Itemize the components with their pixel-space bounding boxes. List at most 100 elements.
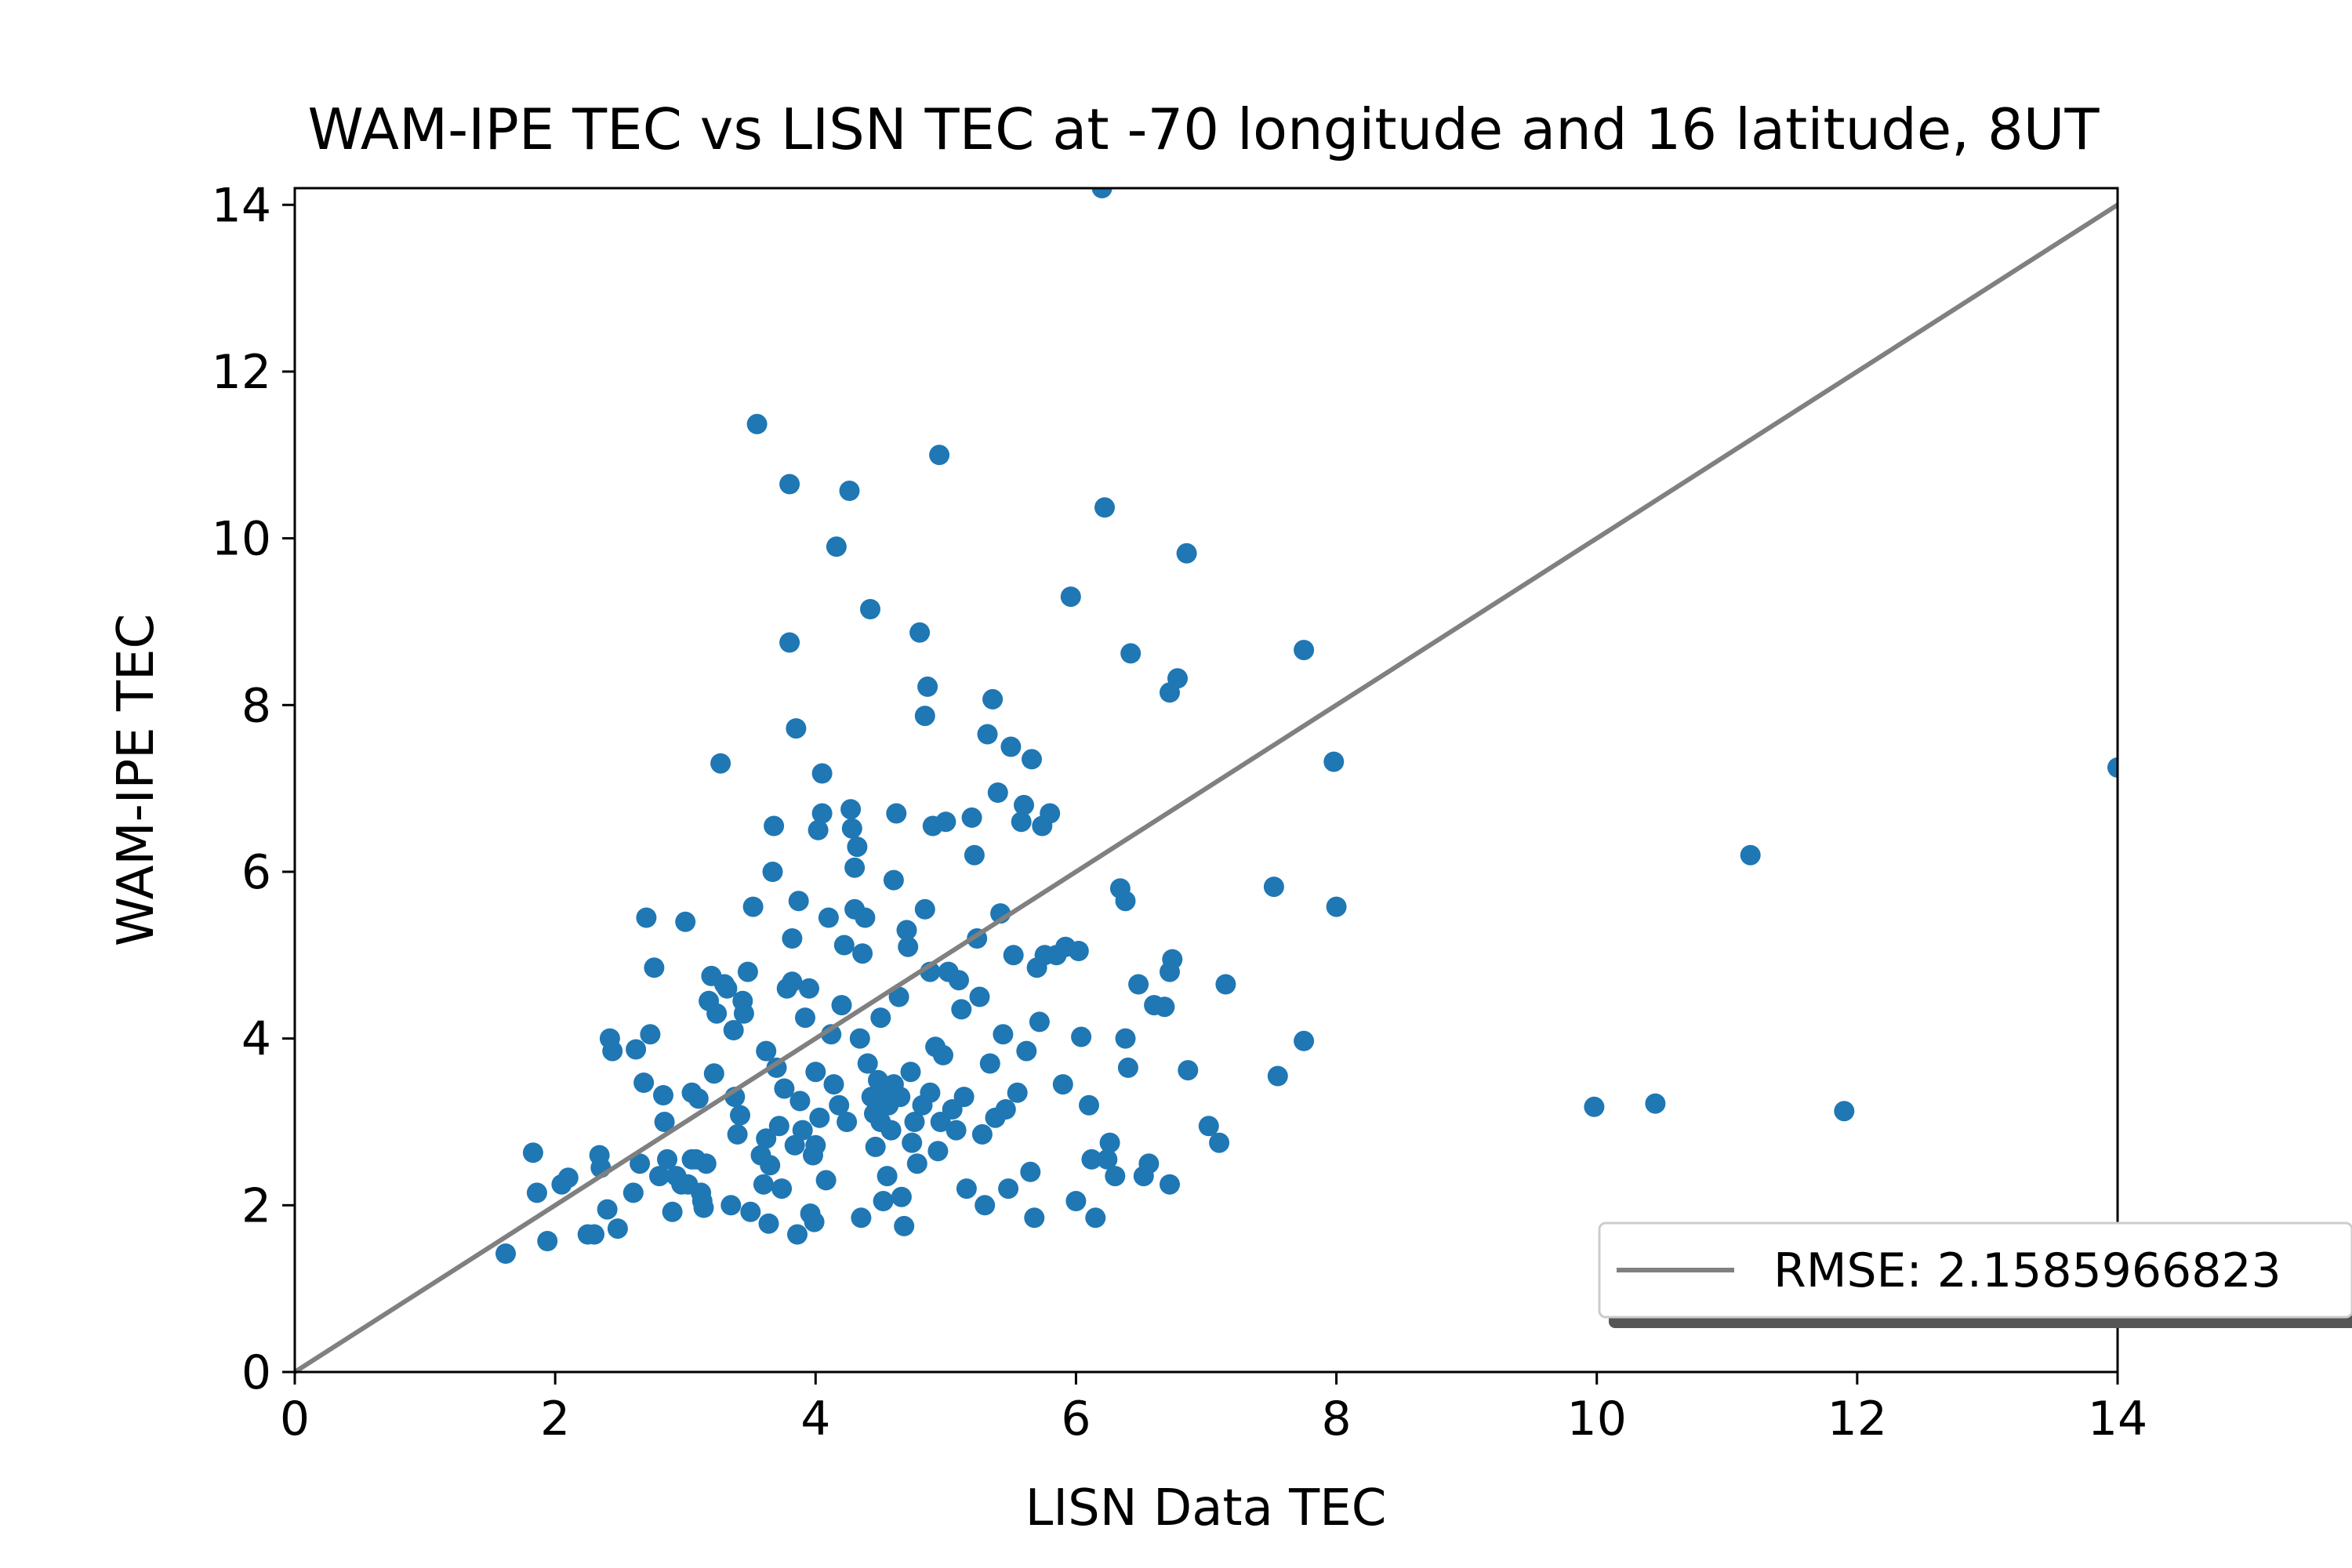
data-point [805, 1134, 826, 1156]
data-point [764, 815, 785, 837]
data-point [1052, 1074, 1073, 1095]
y-axis-label: WAM-IPE TEC [107, 614, 165, 946]
data-point [522, 1142, 543, 1163]
data-point [880, 1120, 902, 1141]
y-tick-label: 14 [212, 178, 271, 233]
data-point [717, 978, 738, 999]
data-point [852, 943, 873, 964]
data-point [1065, 1191, 1087, 1211]
data-point [935, 811, 956, 833]
data-point [633, 1073, 655, 1093]
data-point [557, 1167, 579, 1189]
data-point [1068, 941, 1089, 961]
data-point [831, 995, 852, 1016]
data-point [740, 1201, 761, 1222]
data-point [805, 1062, 826, 1083]
data-point [622, 1182, 644, 1203]
data-point [1584, 1096, 1605, 1117]
data-point [602, 1040, 623, 1062]
data-point [979, 1053, 1000, 1074]
data-point [886, 803, 907, 824]
data-point [597, 1199, 618, 1220]
data-point [855, 907, 876, 928]
data-point [720, 1195, 742, 1216]
data-point [1120, 643, 1142, 664]
reference-line-layer [293, 202, 2119, 1374]
data-point [953, 1087, 975, 1108]
data-point [730, 1105, 750, 1126]
data-point [688, 1088, 709, 1109]
data-point [1117, 1057, 1138, 1078]
x-tick-label: 14 [2088, 1392, 2147, 1446]
data-point [662, 1201, 683, 1222]
data-point [774, 1078, 795, 1099]
data-point [998, 1178, 1019, 1200]
data-point [851, 1207, 872, 1229]
x-axis: 0 2 4 6 8 10 12 14 [280, 1372, 2147, 1446]
data-point [1154, 996, 1175, 1018]
legend-label: RMSE: 2.1585966823 [1773, 1243, 2281, 1298]
data-point [727, 1123, 748, 1145]
data-point [914, 898, 935, 920]
data-point [1014, 794, 1034, 815]
data-point [654, 1112, 675, 1132]
data-point [847, 837, 868, 858]
data-point [771, 1178, 793, 1200]
data-point [733, 1003, 754, 1024]
data-point [902, 1132, 923, 1153]
x-tick-label: 2 [540, 1392, 570, 1446]
data-point [495, 1243, 516, 1264]
data-point [914, 706, 935, 727]
y-axis: 0 2 4 6 8 10 12 14 [212, 178, 295, 1400]
data-point [917, 676, 938, 697]
data-point [760, 1155, 781, 1176]
data-point [837, 1112, 858, 1132]
data-point [737, 961, 758, 982]
data-point [833, 935, 855, 956]
x-tick-label: 0 [280, 1392, 310, 1446]
data-point [951, 999, 972, 1020]
data-point [649, 1166, 670, 1187]
data-point [900, 1062, 921, 1083]
data-point [693, 1197, 714, 1218]
data-point [782, 971, 803, 993]
data-point [977, 724, 998, 745]
data-point [865, 1136, 886, 1157]
data-point [929, 445, 950, 466]
data-point [933, 1044, 953, 1065]
data-point [1115, 891, 1136, 912]
data-point [969, 986, 990, 1007]
data-point [883, 869, 904, 891]
x-tick-label: 12 [1828, 1392, 1887, 1446]
data-point [2107, 757, 2118, 778]
data-point [1003, 945, 1024, 966]
data-point [695, 1153, 717, 1174]
data-point [779, 632, 800, 653]
data-point [804, 1211, 825, 1232]
data-point [753, 1174, 774, 1195]
data-point [860, 599, 880, 619]
chart-title: WAM-IPE TEC vs LISN TEC at -70 longitude… [308, 96, 2100, 162]
data-point [742, 896, 764, 917]
data-point [1294, 1030, 1315, 1051]
data-point [653, 1085, 673, 1105]
data-point [946, 1120, 967, 1141]
legend: RMSE: 2.1585966823 [1598, 1221, 2352, 1328]
data-point [840, 799, 862, 820]
data-point [703, 1063, 724, 1084]
data-point [870, 1007, 891, 1029]
data-point [1160, 1174, 1180, 1195]
data-point [811, 803, 833, 824]
data-point [706, 1003, 728, 1024]
data-point [1115, 1028, 1136, 1049]
data-point [1040, 803, 1061, 824]
data-point [1094, 497, 1115, 518]
data-point [829, 1094, 850, 1116]
data-point [1294, 640, 1315, 661]
y-tick-label: 12 [212, 345, 271, 400]
data-point [956, 1178, 977, 1200]
data-point [537, 1231, 558, 1251]
data-point [849, 1028, 870, 1049]
data-point [1024, 1207, 1045, 1229]
